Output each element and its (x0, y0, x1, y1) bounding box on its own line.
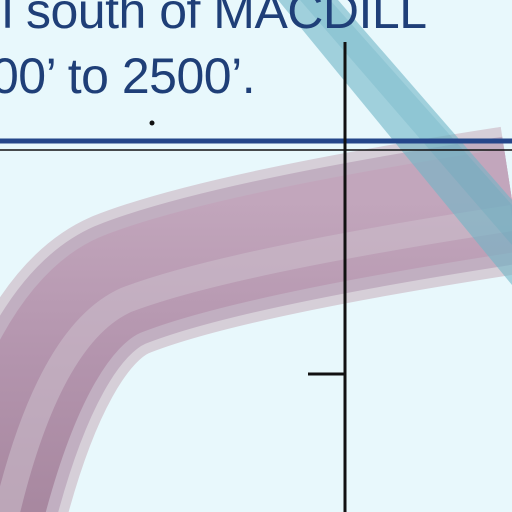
airspace-note-line-2: 00’ to 2500’. (0, 48, 256, 104)
airspace-note-line-1: l south of MACDILL (2, 0, 427, 39)
route-band-core (0, 148, 512, 512)
route-band-highlight (0, 205, 512, 512)
marker-dot (149, 120, 155, 126)
route-band (0, 126, 512, 512)
teal-band-core (300, 0, 512, 245)
